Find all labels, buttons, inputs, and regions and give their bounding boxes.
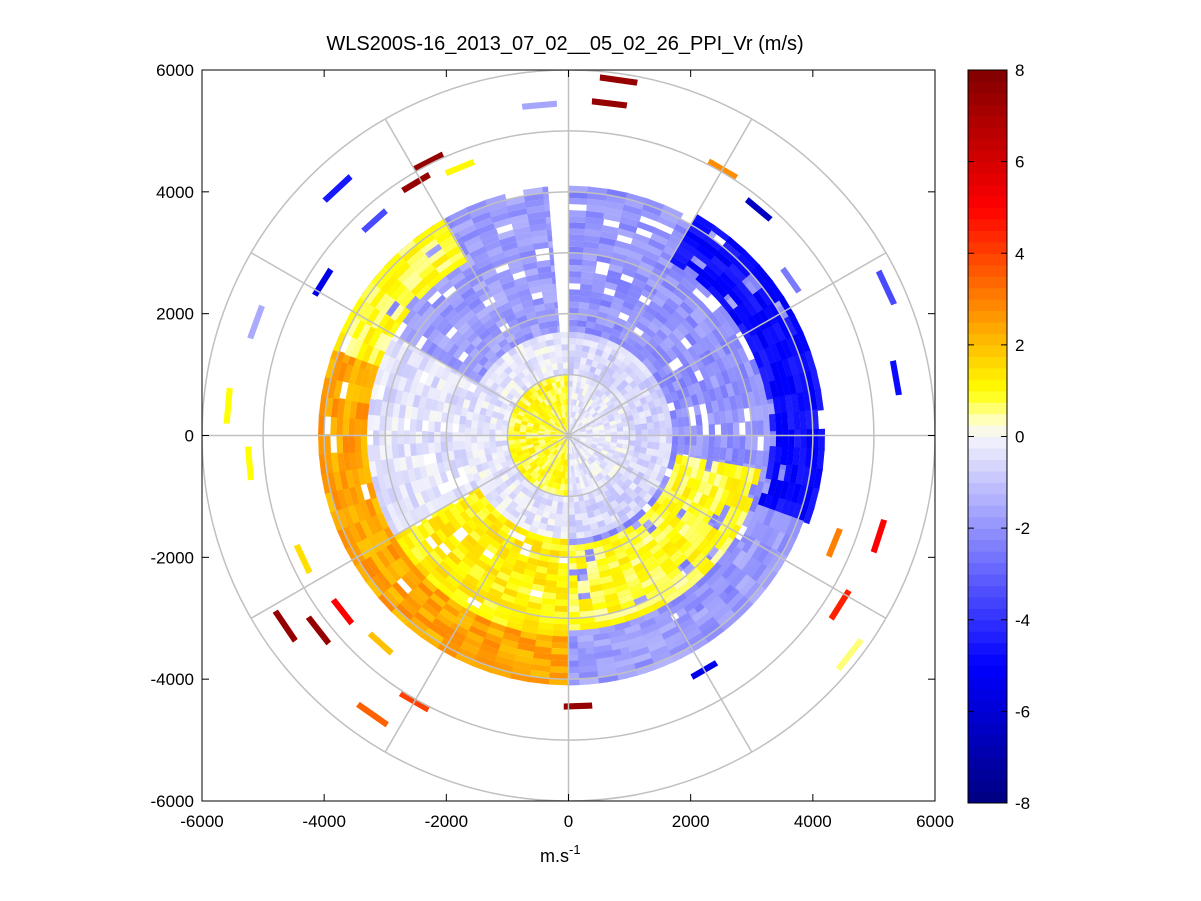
data-sector-9 — [317, 348, 569, 686]
y-tick-label: 0 — [185, 427, 194, 446]
sparse-segment — [330, 597, 355, 626]
velocity-data-layer — [223, 74, 902, 728]
grid-spoke — [384, 118, 570, 436]
x-tick-label: 0 — [564, 812, 573, 831]
data-sector-1 — [464, 331, 673, 540]
sparse-segment — [835, 638, 864, 672]
sparse-segment — [244, 446, 254, 481]
sparse-segment — [889, 360, 902, 396]
data-sector-6 — [567, 454, 762, 631]
grid-spoke — [568, 252, 887, 437]
colorbar-tick-label: -2 — [1015, 519, 1030, 538]
y-tick-label: -6000 — [151, 792, 194, 811]
sparse-segment — [361, 208, 388, 234]
y-tick-label: 2000 — [156, 305, 194, 324]
colorbar-tick-label: 4 — [1015, 244, 1024, 263]
sparse-segment — [591, 98, 628, 109]
sparse-segment — [272, 609, 298, 643]
data-sector-4 — [366, 334, 479, 537]
sparse-segment — [870, 519, 888, 554]
sparse-outer-segments — [223, 74, 902, 728]
colorbar-tick-label: -8 — [1015, 794, 1030, 813]
colorbar-tick-label: -6 — [1015, 702, 1030, 721]
y-tick-label: 4000 — [156, 183, 194, 202]
sparse-segment — [780, 266, 802, 294]
x-tick-label: 4000 — [794, 812, 832, 831]
colorbar-tick-label: 0 — [1015, 428, 1024, 447]
sparse-segment — [825, 527, 843, 558]
chart-title: WLS200S-16_2013_07_02__05_02_26_PPI_Vr (… — [326, 33, 803, 55]
axis-ticks: -6000 -4000 -2000 0 2000 4000 6000 -6000 -4000 -2… — [151, 61, 954, 831]
sparse-segment — [563, 702, 593, 710]
colorbar-tick-label: 8 — [1015, 61, 1024, 80]
sparse-segment — [247, 304, 265, 340]
x-tick-label: 6000 — [916, 812, 954, 831]
colorbar-tick-label: 2 — [1015, 336, 1024, 355]
sparse-segment — [322, 174, 353, 203]
x-tick-label: -4000 — [302, 812, 345, 831]
y-tick-label: -4000 — [151, 670, 194, 689]
x-tick-label: -2000 — [425, 812, 468, 831]
grid-spoke — [567, 118, 753, 436]
grid-spoke — [250, 434, 569, 619]
sparse-segment — [305, 615, 332, 646]
sparse-segment — [367, 631, 394, 656]
sparse-segment — [828, 589, 852, 621]
sparse-segment — [744, 197, 773, 222]
x-tick-label: -6000 — [180, 812, 223, 831]
sparse-segment — [599, 74, 638, 86]
grid-spoke — [384, 435, 570, 753]
sparse-segment — [312, 267, 334, 297]
sparse-segment — [401, 171, 431, 194]
x-axis-label-superscript: -1 — [569, 842, 581, 857]
x-tick-label: 2000 — [672, 812, 710, 831]
colorbar-gradient — [968, 70, 1007, 803]
y-tick-label: -2000 — [151, 548, 194, 567]
sparse-segment — [521, 100, 557, 110]
colorbar-ticks: -8 -6 -4 -2 0 2 4 6 8 — [968, 61, 1030, 813]
sparse-segment — [356, 701, 389, 728]
sparse-segment — [223, 387, 233, 424]
data-sector-0 — [507, 374, 630, 497]
colorbar-tick-label: -4 — [1015, 611, 1030, 630]
x-axis-label: m.s-1 — [540, 842, 581, 866]
data-sector-3 — [393, 486, 569, 637]
polar-grid — [202, 70, 935, 801]
sparse-segment — [293, 543, 313, 575]
grid-spoke — [250, 252, 569, 437]
colorbar-tick-label: 6 — [1015, 153, 1024, 172]
sparse-segment — [444, 159, 476, 177]
sparse-segment — [412, 151, 445, 172]
grid-spoke — [567, 435, 753, 753]
grid-spoke — [568, 434, 887, 619]
y-tick-label: 6000 — [156, 61, 194, 80]
data-sector-10 — [333, 218, 469, 367]
x-axis-label-main: m.s — [540, 846, 569, 866]
sparse-segment — [875, 269, 897, 306]
colorbar: -8 -6 -4 -2 0 2 4 6 8 — [967, 61, 1030, 813]
